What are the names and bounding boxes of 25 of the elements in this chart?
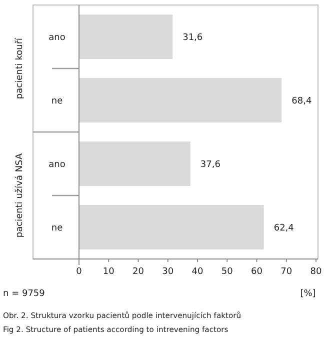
data-label: 31,6	[182, 32, 203, 43]
bar	[79, 78, 282, 122]
bar	[79, 142, 190, 186]
x-tick-label: 80	[310, 267, 322, 277]
x-tick-label: 70	[280, 267, 292, 277]
data-label: 37,6	[200, 160, 221, 170]
bar	[79, 205, 264, 250]
data-label: 68,4	[292, 96, 312, 106]
y-tick-label: ne	[51, 223, 64, 234]
x-tick-label: 10	[102, 267, 115, 277]
y-tick-label: ne	[51, 96, 64, 106]
x-tick-label: 30	[162, 267, 174, 277]
x-tick-label: 50	[221, 267, 234, 277]
x-axis-title: [%]	[300, 289, 316, 299]
text: n = 9759	[3, 289, 46, 299]
bar	[79, 14, 173, 59]
text: pacienti kouří	[14, 37, 26, 100]
x-tick-label: 20	[132, 267, 144, 277]
x-tick-label: 60	[251, 267, 263, 277]
data-label: 62,4	[274, 223, 294, 234]
y-tick-label: ano	[48, 160, 66, 170]
y-tick-label: ano	[48, 32, 66, 43]
x-tick-label: 0	[76, 267, 82, 277]
text: pacienti užívá NSA	[14, 152, 26, 238]
x-tick-label: 40	[192, 267, 204, 277]
